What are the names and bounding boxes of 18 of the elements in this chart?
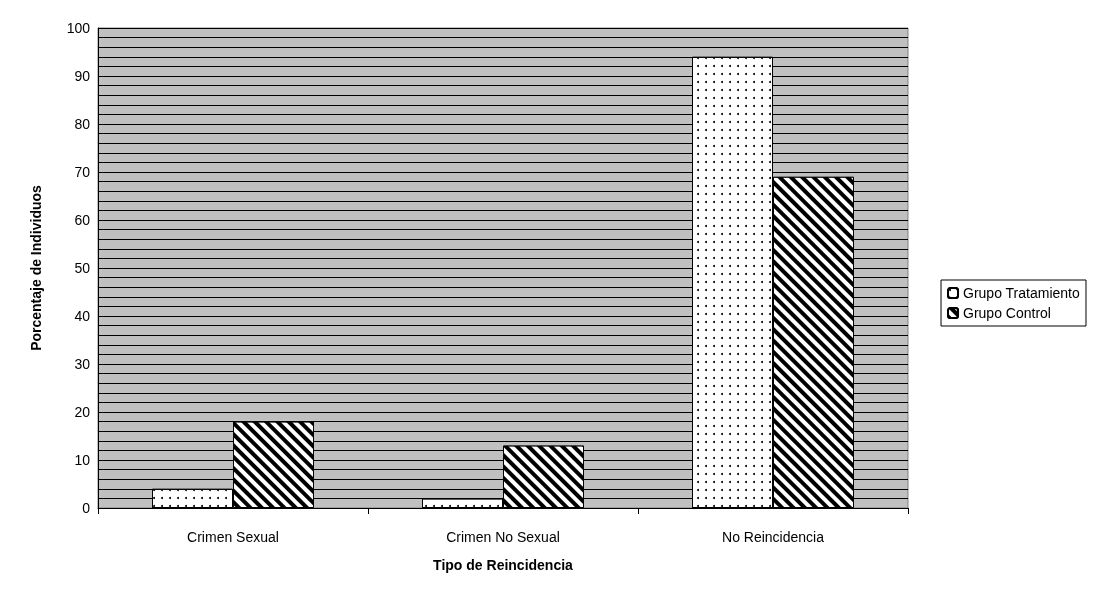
y-tick-label: 20 (74, 404, 91, 420)
y-tick-label: 60 (74, 212, 91, 228)
y-tick-label: 30 (74, 356, 91, 372)
legend-label: Grupo Tratamiento (963, 285, 1080, 301)
y-tick-label: 40 (74, 308, 91, 324)
y-tick-label: 100 (66, 20, 91, 36)
y-tick-label: 0 (82, 500, 91, 516)
y-tick-label: 10 (74, 452, 91, 468)
x-tick-label: Crimen No Sexual (446, 529, 560, 545)
x-tick-label: No Reincidencia (722, 529, 825, 545)
y-axis-title: Porcentaje de Individuos (28, 184, 44, 351)
x-axis-title: Tipo de Reincidencia (433, 557, 574, 573)
legend-label: Grupo Control (963, 305, 1051, 321)
y-tick-label: 80 (74, 116, 91, 132)
y-tick-label: 50 (74, 260, 91, 276)
y-tick-label: 70 (74, 164, 91, 180)
x-tick-label: Crimen Sexual (187, 529, 279, 545)
y-tick-label: 90 (74, 68, 91, 84)
